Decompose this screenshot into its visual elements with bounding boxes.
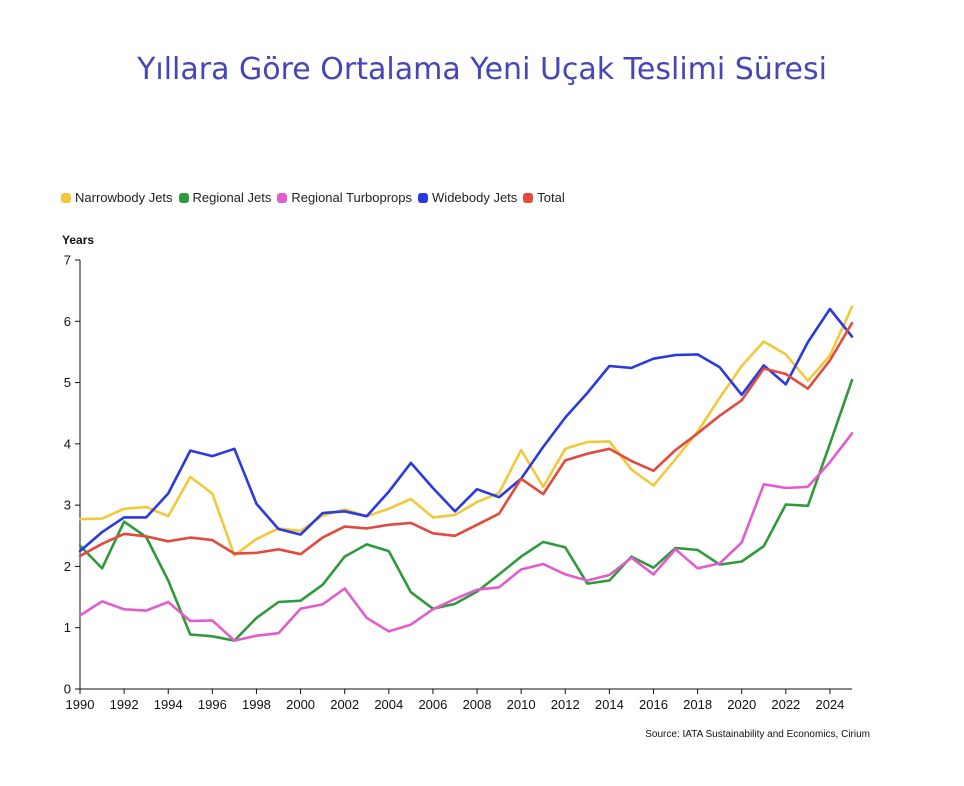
x-tick-label: 2024 [815, 697, 844, 712]
legend-swatch [418, 192, 429, 203]
x-tick-label: 1992 [110, 697, 139, 712]
x-tick-label: 1998 [242, 697, 271, 712]
x-tick-label: 2006 [418, 697, 447, 712]
x-tick-label: 2016 [639, 697, 668, 712]
series-line-regional-turboprops [78, 432, 854, 642]
series-line-regional-jets [78, 378, 854, 642]
y-axis-unit-label: Years [62, 233, 95, 247]
y-tick-label: 0 [64, 682, 71, 697]
legend-label: Narrowbody Jets [75, 190, 173, 205]
legend-label: Total [537, 190, 565, 205]
y-tick-label: 7 [64, 253, 71, 268]
series-line-narrowbody-jets [78, 305, 854, 557]
legend-swatch [178, 192, 189, 203]
legend-item-narrowbody-jets: Narrowbody Jets [61, 190, 173, 205]
source-note: Source: IATA Sustainability and Economic… [645, 729, 870, 740]
x-tick-label: 2008 [463, 697, 492, 712]
x-tick-label: 2004 [374, 697, 403, 712]
series-line-total [78, 321, 854, 558]
legend-item-regional-turboprops: Regional Turboprops [277, 190, 412, 205]
x-tick-label: 2002 [330, 697, 359, 712]
legend-item-total: Total [523, 190, 565, 205]
y-tick-label: 1 [64, 620, 71, 635]
x-tick-label: 2000 [286, 697, 315, 712]
legend-swatch [277, 192, 288, 203]
x-tick-label: 1990 [66, 697, 95, 712]
legend-label: Regional Jets [192, 190, 272, 205]
x-tick-label: 1996 [198, 697, 227, 712]
x-tick-label: 2014 [595, 697, 624, 712]
y-tick-label: 6 [64, 314, 71, 329]
x-tick-label: 2022 [771, 697, 800, 712]
legend-label: Regional Turboprops [291, 190, 413, 205]
legend-label: Widebody Jets [432, 190, 518, 205]
y-tick-label: 3 [64, 498, 71, 513]
legend-item-widebody-jets: Widebody Jets [418, 190, 517, 205]
series-line-widebody-jets [78, 307, 854, 553]
x-tick-label: 2018 [683, 697, 712, 712]
y-tick-label: 2 [64, 559, 71, 574]
x-tick-label: 2020 [727, 697, 756, 712]
chart-title: Yıllara Göre Ortalama Yeni Uçak Teslimi … [137, 52, 827, 87]
legend-item-regional-jets: Regional Jets [178, 190, 272, 205]
y-tick-label: 5 [64, 375, 71, 390]
y-tick-label: 4 [64, 436, 71, 451]
legend-swatch [61, 192, 71, 203]
legend: Narrowbody Jets Regional Jets Regional Tur… [61, 190, 571, 205]
x-tick-label: 2010 [507, 697, 536, 712]
x-tick-label: 1994 [154, 697, 183, 712]
legend-swatch [523, 192, 534, 203]
x-tick-label: 2012 [551, 697, 580, 712]
